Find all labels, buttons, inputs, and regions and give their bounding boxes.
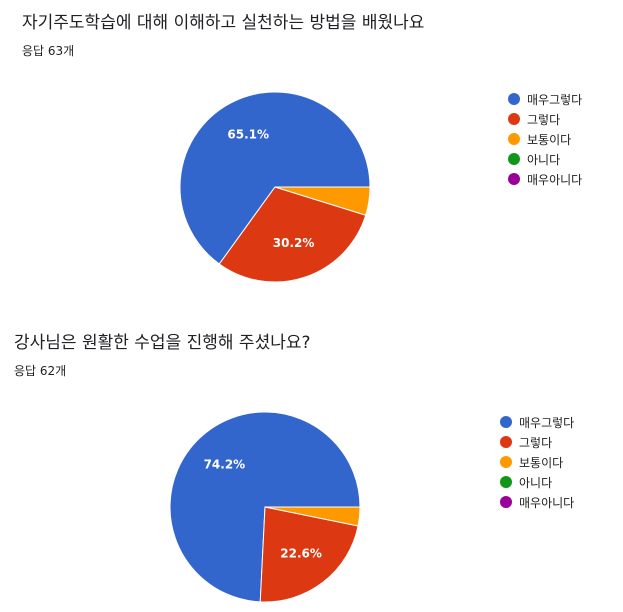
pie-slice-2 <box>259 506 359 603</box>
legend-label: 보통이다 <box>519 455 564 470</box>
legend-item: 아니다 <box>508 149 582 169</box>
legend-swatch <box>508 173 520 185</box>
legend-swatch <box>508 113 520 125</box>
legend-swatch <box>500 496 512 508</box>
legend-label: 아니다 <box>527 152 561 167</box>
legend-swatch <box>508 153 520 165</box>
legend-swatch <box>508 133 520 145</box>
pie-slice-3 <box>274 186 371 216</box>
pie-slice-2 <box>218 186 367 283</box>
legend-label: 보통이다 <box>527 132 572 147</box>
legend-item: 매우그렇다 <box>500 412 574 432</box>
chart-title: 자기주도학습에 대해 이해하고 실천하는 방법을 배웠나요 <box>22 13 425 33</box>
legend-item: 보통이다 <box>508 129 582 149</box>
legend-item: 매우아니다 <box>500 492 574 512</box>
slice-data-label: 30.2% <box>273 236 315 250</box>
chart-panel-2: 강사님은 원활한 수업을 진행해 주셨나요? 응답 62개 74.2% 22.6%… <box>0 316 623 612</box>
pie-chart: 74.2% 22.6% <box>169 411 361 603</box>
legend-swatch <box>500 436 512 448</box>
legend-swatch <box>500 476 512 488</box>
legend-label: 그렇다 <box>519 435 553 450</box>
pie-slice-1 <box>179 91 371 265</box>
slice-data-label: 22.6% <box>280 547 322 561</box>
response-count: 응답 63개 <box>22 44 75 58</box>
legend-label: 매우아니다 <box>527 172 583 187</box>
legend-item: 매우아니다 <box>508 169 582 189</box>
legend-swatch <box>508 93 520 105</box>
legend-item: 그렇다 <box>500 432 574 452</box>
legend-item: 그렇다 <box>508 109 582 129</box>
legend-label: 아니다 <box>519 475 553 490</box>
legend-swatch <box>500 416 512 428</box>
slice-data-label: 65.1% <box>227 128 269 142</box>
slice-data-label: 74.2% <box>204 457 246 471</box>
chart-panel-1: 자기주도학습에 대해 이해하고 실천하는 방법을 배웠나요 응답 63개 65.… <box>0 0 623 300</box>
legend-label: 매우아니다 <box>519 495 575 510</box>
legend-swatch <box>500 456 512 468</box>
pie-slice-3 <box>264 506 361 527</box>
legend-item: 매우그렇다 <box>508 89 582 109</box>
legend-label: 그렇다 <box>527 112 561 127</box>
chart-title: 강사님은 원활한 수업을 진행해 주셨나요? <box>14 333 311 353</box>
legend-item: 보통이다 <box>500 452 574 472</box>
legend-label: 매우그렇다 <box>527 92 583 107</box>
legend-item: 아니다 <box>500 472 574 492</box>
legend-label: 매우그렇다 <box>519 415 575 430</box>
pie-chart: 65.1% 30.2% <box>179 91 371 283</box>
response-count: 응답 62개 <box>14 364 67 378</box>
